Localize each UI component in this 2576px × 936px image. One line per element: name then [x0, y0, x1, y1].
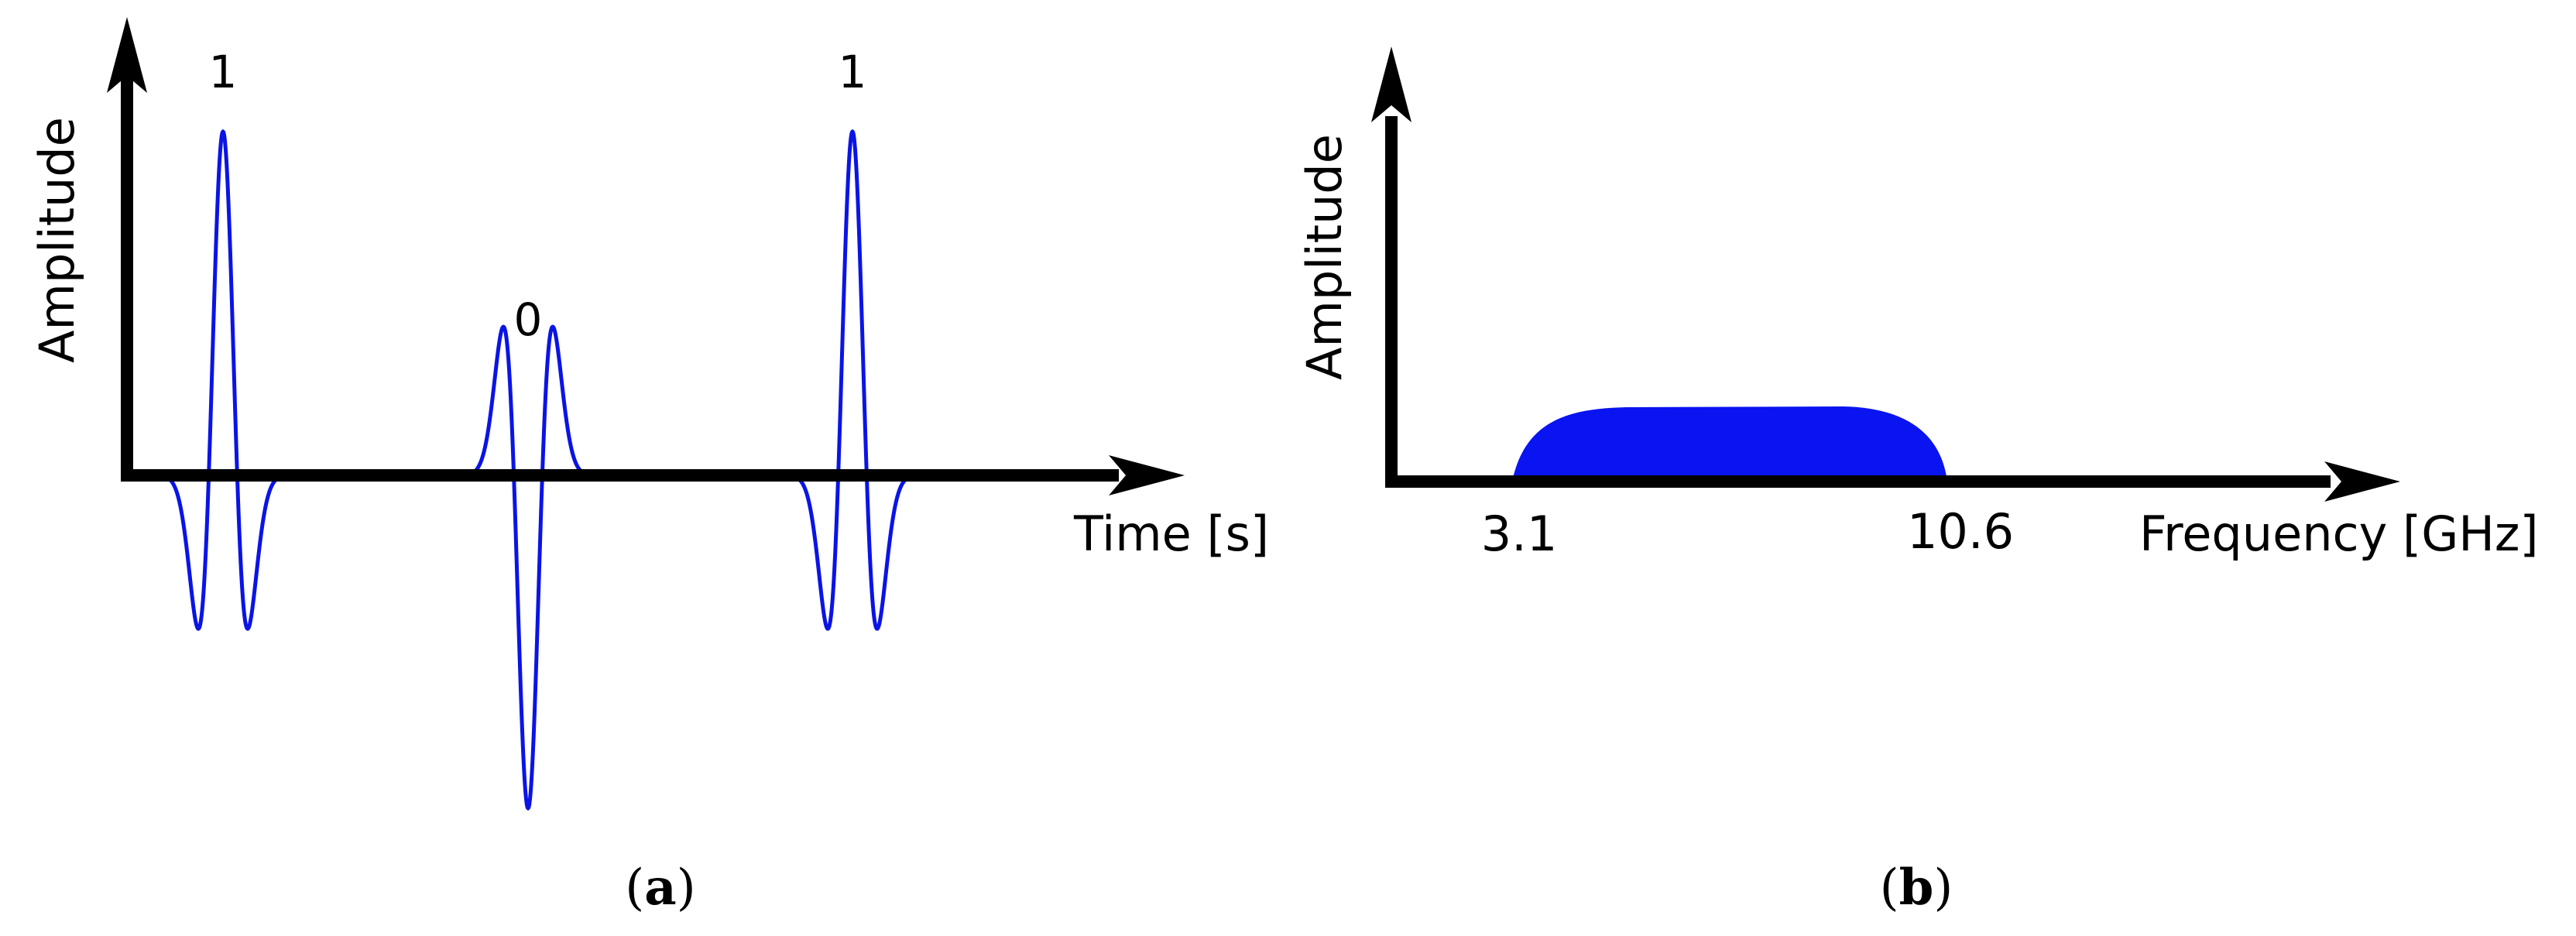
- band-end-label: 10.6: [1907, 503, 2014, 560]
- panel-a-pulse-train: [161, 129, 914, 811]
- panel-a-x-axis: [121, 455, 1185, 495]
- pulse-2-bit-label: 0: [514, 293, 543, 346]
- panel-a-xlabel: Time [s]: [1073, 506, 1269, 562]
- panel-b-caption: (b): [1880, 859, 1953, 917]
- pulse-3-bit-label: 1: [839, 46, 867, 98]
- pulse-1-waveform: [161, 129, 285, 631]
- panel-b-xlabel: Frequency [GHz]: [2139, 506, 2539, 562]
- pulse-3-waveform: [791, 129, 914, 631]
- band-start-label: 3.1: [1481, 506, 1558, 562]
- panel-a-y-axis: [107, 17, 147, 475]
- pulse-2-waveform: [466, 324, 590, 811]
- spectrum-band: [1512, 406, 1947, 482]
- panel-b-ylabel: Amplitude: [1296, 134, 1353, 380]
- panel-b: Amplitude Frequency [GHz] 3.1 10.6 (b): [1296, 46, 2539, 917]
- panel-a-caption: (a): [625, 859, 695, 917]
- panel-a-ylabel: Amplitude: [29, 117, 85, 363]
- pulse-1-bit-label: 1: [209, 46, 238, 98]
- panel-b-x-axis: [1385, 461, 2400, 502]
- panel-a: Amplitude Time [s] 1 0 1 (a): [29, 17, 1269, 917]
- panel-b-y-axis: [1371, 46, 1411, 488]
